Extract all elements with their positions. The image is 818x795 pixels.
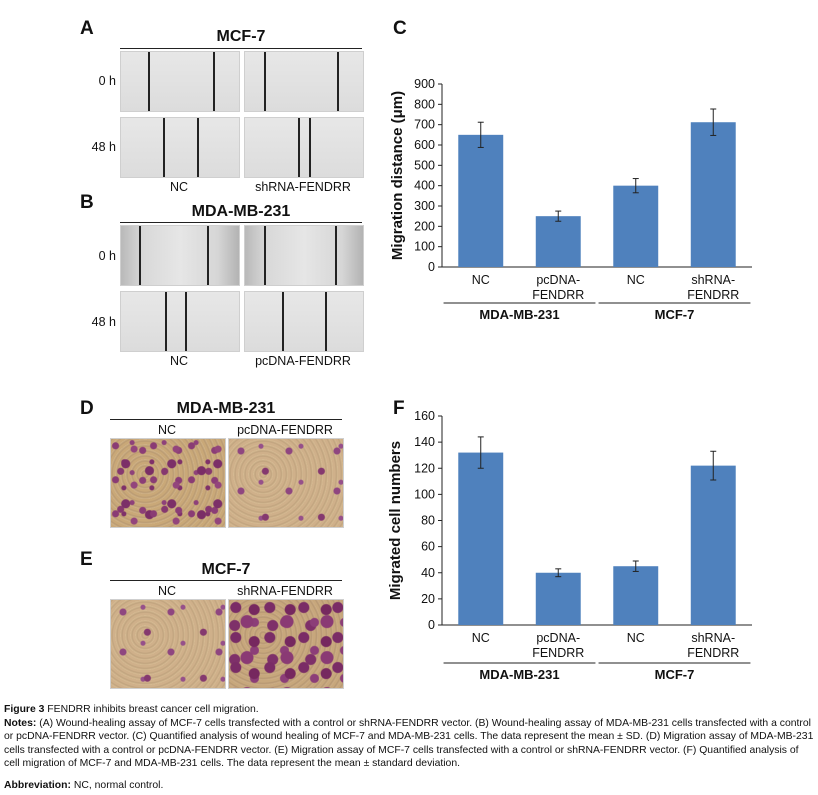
- panel-b-col-pc: pcDNA-FENDRR: [255, 354, 351, 368]
- bar: [535, 216, 581, 267]
- bar: [690, 122, 736, 267]
- y-axis-label: Migrated cell numbers: [387, 441, 404, 600]
- y-tick-label: 20: [421, 592, 435, 606]
- bar: [690, 465, 736, 625]
- migration-image-d-pc: [228, 438, 344, 528]
- bar: [613, 566, 659, 625]
- wound-image-a-sh-0h: [244, 51, 364, 112]
- y-tick-label: 800: [414, 97, 435, 111]
- wound-image-b-nc-48h: [120, 291, 240, 352]
- bar: [613, 185, 659, 267]
- x-tick-label: shRNA-FENDRR: [687, 273, 739, 302]
- panel-e-col-nc: NC: [157, 584, 177, 598]
- panel-a-col-nc: NC: [169, 180, 189, 194]
- panel-a-rule: [120, 48, 362, 49]
- migration-image-e-sh: [228, 599, 344, 689]
- y-tick-label: 100: [414, 240, 435, 254]
- figure-notes: Notes: (A) Wound-healing assay of MCF-7 …: [4, 717, 814, 770]
- bar: [458, 452, 504, 625]
- wound-image-b-pc-48h: [244, 291, 364, 352]
- panel-letter-e: E: [80, 549, 93, 570]
- y-tick-label: 0: [428, 260, 435, 274]
- y-tick-label: 120: [414, 461, 435, 475]
- panel-b-row-48h: 48 h: [91, 315, 116, 329]
- chart-migrated-cell-numbers: 0 20 40 60 80 100 120 140 160 Migrated cell numbe…: [387, 409, 752, 682]
- panel-e-title: MCF-7: [201, 561, 251, 578]
- wound-image-b-nc-0h: [120, 225, 240, 286]
- y-tick-label: 40: [421, 566, 435, 580]
- y-tick-label: 200: [414, 219, 435, 233]
- figure-abbreviation: Abbreviation: NC, normal control.: [4, 779, 814, 792]
- panel-b-title: MDA-MB-231: [191, 203, 291, 220]
- notes-label: Notes:: [4, 718, 37, 729]
- y-tick-label: 300: [414, 199, 435, 213]
- y-tick-label: 160: [414, 409, 435, 423]
- panel-d-col-nc: NC: [157, 423, 177, 437]
- abbreviation-text: NC, normal control.: [70, 780, 164, 791]
- x-tick-label: NC: [472, 631, 490, 645]
- panel-letter-d: D: [80, 398, 94, 419]
- group-label: MDA-MB-231: [479, 667, 559, 682]
- figure-caption-line: Figure 3 FENDRR inhibits breast cancer c…: [4, 703, 814, 716]
- group-label: MDA-MB-231: [479, 307, 559, 322]
- bar: [458, 134, 504, 267]
- panel-e-rule: [110, 580, 342, 581]
- panel-e-col-sh: shRNA-FENDRR: [237, 584, 333, 598]
- bar: [535, 572, 581, 625]
- y-tick-label: 400: [414, 179, 435, 193]
- panel-b-rule: [120, 222, 362, 223]
- panel-a-row-48h: 48 h: [91, 140, 116, 154]
- x-tick-label: NC: [472, 273, 490, 287]
- y-tick-label: 900: [414, 77, 435, 91]
- y-tick-label: 600: [414, 138, 435, 152]
- migration-image-e-nc: [110, 599, 226, 689]
- panel-a-row-0h: 0 h: [98, 74, 116, 88]
- chart-F-group: 0 20 40 60 80 100 120 140 160 Migrated cell numbe…: [387, 409, 752, 682]
- chart-C-group: 0 100 200 300 400 500 600 700 800 900 Migration di…: [389, 77, 752, 322]
- chart-migration-distance: 0 100 200 300 400 500 600 700 800 900 Migration di…: [389, 77, 752, 322]
- panel-a-col-sh: shRNA-FENDRR: [255, 180, 351, 194]
- notes-text: (A) Wound-healing assay of MCF-7 cells t…: [4, 718, 814, 769]
- panel-d-rule: [110, 419, 342, 420]
- migration-image-d-nc: [110, 438, 226, 528]
- y-tick-label: 500: [414, 158, 435, 172]
- y-tick-label: 140: [414, 435, 435, 449]
- figure-title: FENDRR inhibits breast cancer cell migra…: [44, 704, 259, 715]
- figure-label: Figure 3: [4, 704, 45, 715]
- panel-d-col-pc: pcDNA-FENDRR: [237, 423, 333, 437]
- wound-image-a-nc-0h: [120, 51, 240, 112]
- x-tick-label: pcDNA-FENDRR: [532, 631, 584, 660]
- panel-letter-b: B: [80, 192, 94, 213]
- panel-letter-f: F: [393, 398, 405, 419]
- panel-a-title: MCF-7: [216, 28, 266, 45]
- panel-letter-a: A: [80, 18, 94, 39]
- y-axis-label: Migration distance (μm): [389, 91, 406, 260]
- y-tick-label: 100: [414, 487, 435, 501]
- panel-b-row-0h: 0 h: [98, 249, 116, 263]
- x-tick-label: NC: [627, 273, 645, 287]
- wound-image-a-sh-48h: [244, 117, 364, 178]
- y-tick-label: 60: [421, 540, 435, 554]
- panel-letter-c: C: [393, 18, 407, 39]
- abbreviation-label: Abbreviation:: [4, 780, 71, 791]
- x-tick-label: pcDNA-FENDRR: [532, 273, 584, 302]
- x-tick-label: shRNA-FENDRR: [687, 631, 739, 660]
- panel-b-col-nc: NC: [169, 354, 189, 368]
- y-tick-label: 0: [428, 618, 435, 632]
- x-tick-label: NC: [627, 631, 645, 645]
- wound-image-a-nc-48h: [120, 117, 240, 178]
- y-tick-label: 700: [414, 118, 435, 132]
- group-label: MCF-7: [655, 307, 695, 322]
- y-tick-label: 80: [421, 514, 435, 528]
- wound-image-b-pc-0h: [244, 225, 364, 286]
- panel-d-title: MDA-MB-231: [176, 400, 276, 417]
- group-label: MCF-7: [655, 667, 695, 682]
